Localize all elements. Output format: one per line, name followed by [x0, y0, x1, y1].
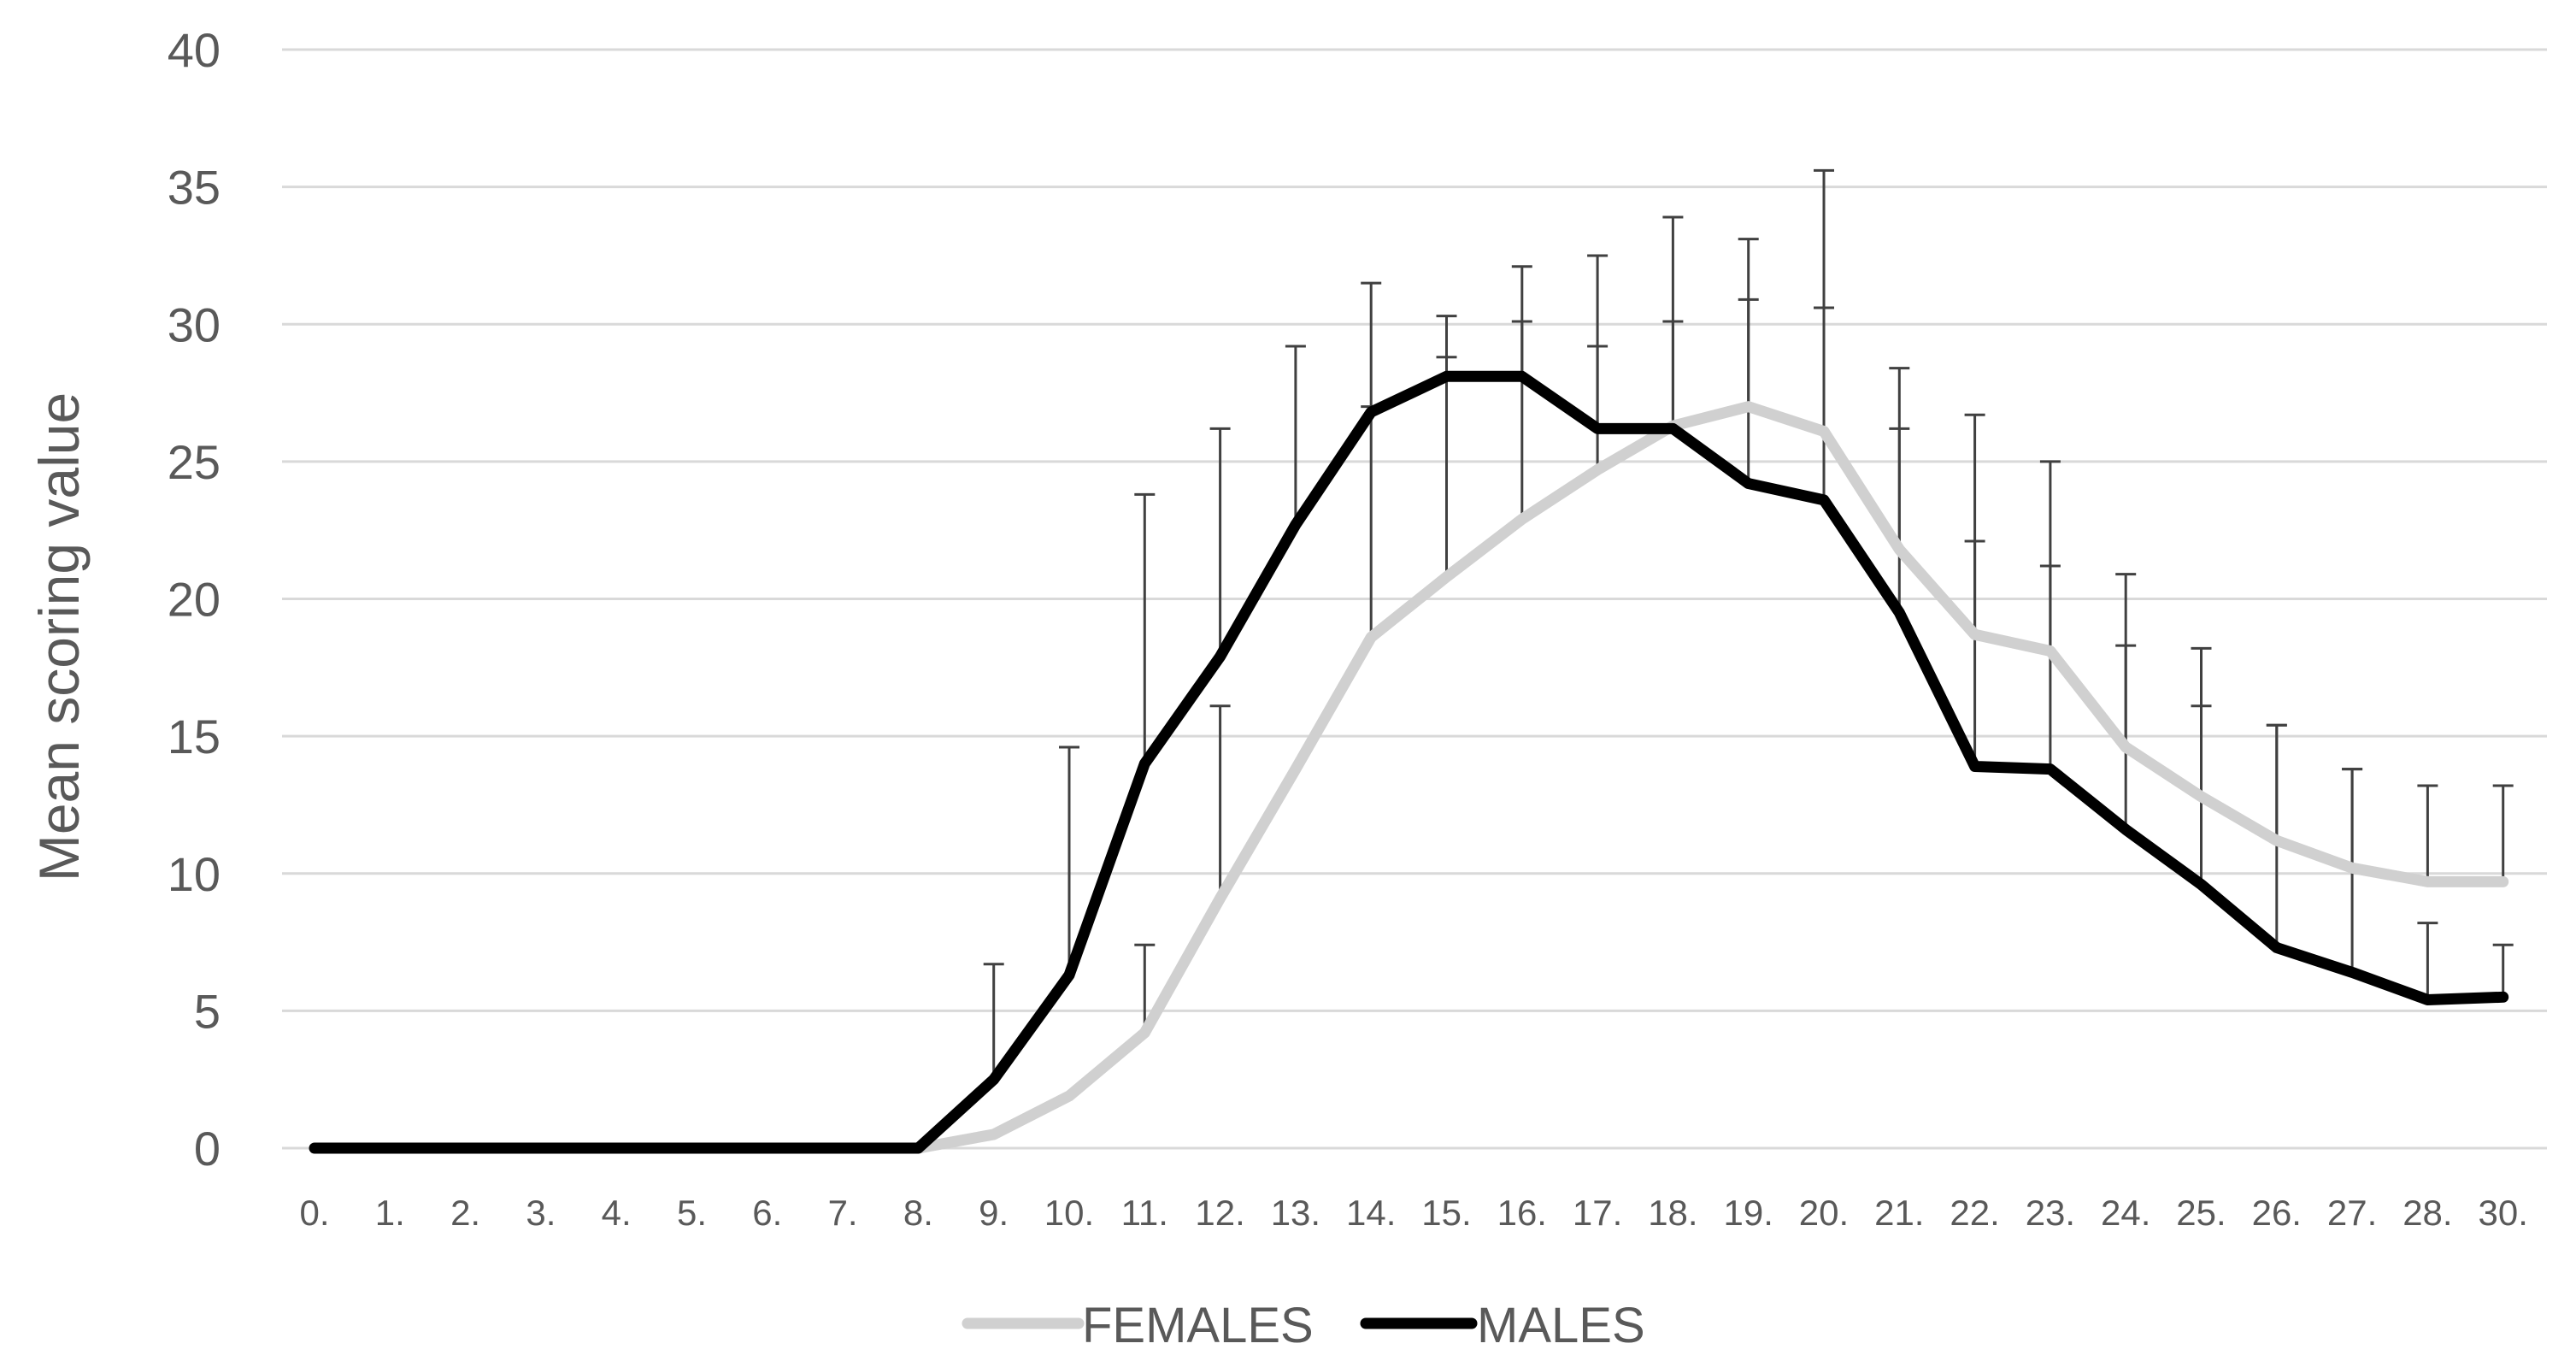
y-axis-tick-labels: 0 5 10 15 20 25 30 35 40 — [168, 23, 221, 1176]
x-tick-label: 3. — [526, 1193, 556, 1233]
y-axis-title: Mean scoring value — [27, 392, 91, 881]
legend-label-females: FEMALES — [1082, 1298, 1314, 1353]
y-tick-label: 10 — [168, 847, 221, 901]
y-tick-label: 0 — [194, 1122, 221, 1176]
x-tick-label: 2. — [450, 1193, 480, 1233]
x-tick-label: 13. — [1271, 1193, 1320, 1233]
y-tick-label: 30 — [168, 298, 221, 351]
x-tick-label: 12. — [1195, 1193, 1244, 1233]
x-tick-label: 25. — [2176, 1193, 2226, 1233]
x-tick-label: 22. — [1950, 1193, 1999, 1233]
y-tick-label: 40 — [168, 23, 221, 77]
x-tick-label: 6. — [752, 1193, 782, 1233]
x-axis-tick-labels: 0. 1. 2. 3. 4. 5. 6. 7. 8. 9. 10. 11. 12. 13. 14. 15. 16… — [299, 1193, 2527, 1233]
x-tick-label: 19. — [1724, 1193, 1773, 1233]
y-tick-label: 35 — [168, 161, 221, 215]
x-tick-label: 30. — [2479, 1193, 2528, 1233]
x-tick-label: 14. — [1346, 1193, 1396, 1233]
x-tick-label: 27. — [2327, 1193, 2377, 1233]
series-line-females — [912, 401, 2509, 1154]
y-tick-label: 25 — [168, 435, 221, 489]
x-tick-label: 28. — [2403, 1193, 2452, 1233]
x-tick-label: 4. — [602, 1193, 632, 1233]
x-tick-label: 17. — [1573, 1193, 1622, 1233]
error-bars — [983, 168, 2514, 1080]
x-tick-label: 26. — [2252, 1193, 2302, 1233]
y-tick-label: 20 — [168, 573, 221, 627]
x-tick-label: 15. — [1421, 1193, 1471, 1233]
series-line-males — [309, 370, 2509, 1154]
x-tick-label: 23. — [2026, 1193, 2075, 1233]
x-tick-label: 18. — [1648, 1193, 1697, 1233]
x-tick-label: 5. — [677, 1193, 707, 1233]
x-tick-label: 10. — [1044, 1193, 1094, 1233]
x-tick-label: 11. — [1121, 1193, 1168, 1233]
x-tick-label: 0. — [299, 1193, 329, 1233]
legend: FEMALES MALES — [962, 1298, 1645, 1353]
x-tick-label: 7. — [828, 1193, 858, 1233]
x-tick-label: 1. — [375, 1193, 405, 1233]
x-tick-label: 24. — [2101, 1193, 2150, 1233]
x-tick-label: 20. — [1799, 1193, 1849, 1233]
series-lines — [309, 370, 2509, 1154]
legend-label-males: MALES — [1477, 1298, 1645, 1353]
x-tick-label: 8. — [903, 1193, 933, 1233]
x-tick-label: 21. — [1874, 1193, 1924, 1233]
y-tick-label: 15 — [168, 710, 221, 763]
x-tick-label: 9. — [979, 1193, 1009, 1233]
y-tick-label: 5 — [194, 984, 221, 1038]
x-tick-label: 16. — [1497, 1193, 1547, 1233]
